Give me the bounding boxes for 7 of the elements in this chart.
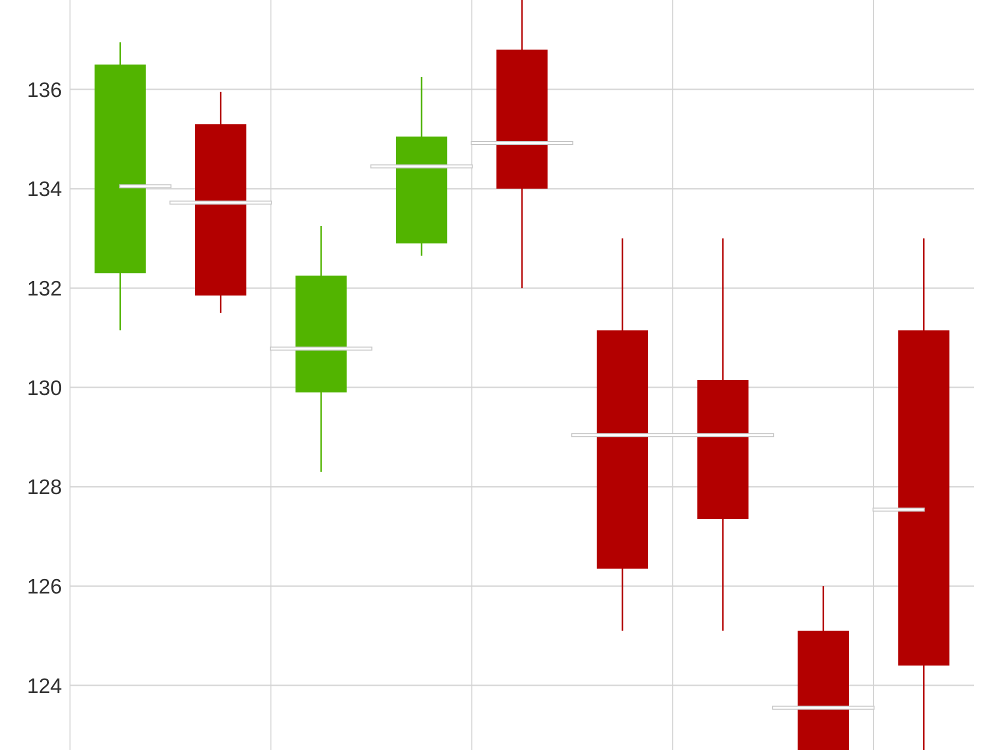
y-tick-label: 132: [26, 277, 62, 300]
y-tick-label: 124: [26, 674, 62, 698]
y-tick-label: 126: [26, 575, 62, 598]
y-tick-label: 134: [26, 178, 62, 202]
y-tick-label: 128: [26, 476, 62, 500]
y-tick-label: 130: [26, 376, 62, 400]
y-tick-label: 136: [26, 78, 62, 102]
